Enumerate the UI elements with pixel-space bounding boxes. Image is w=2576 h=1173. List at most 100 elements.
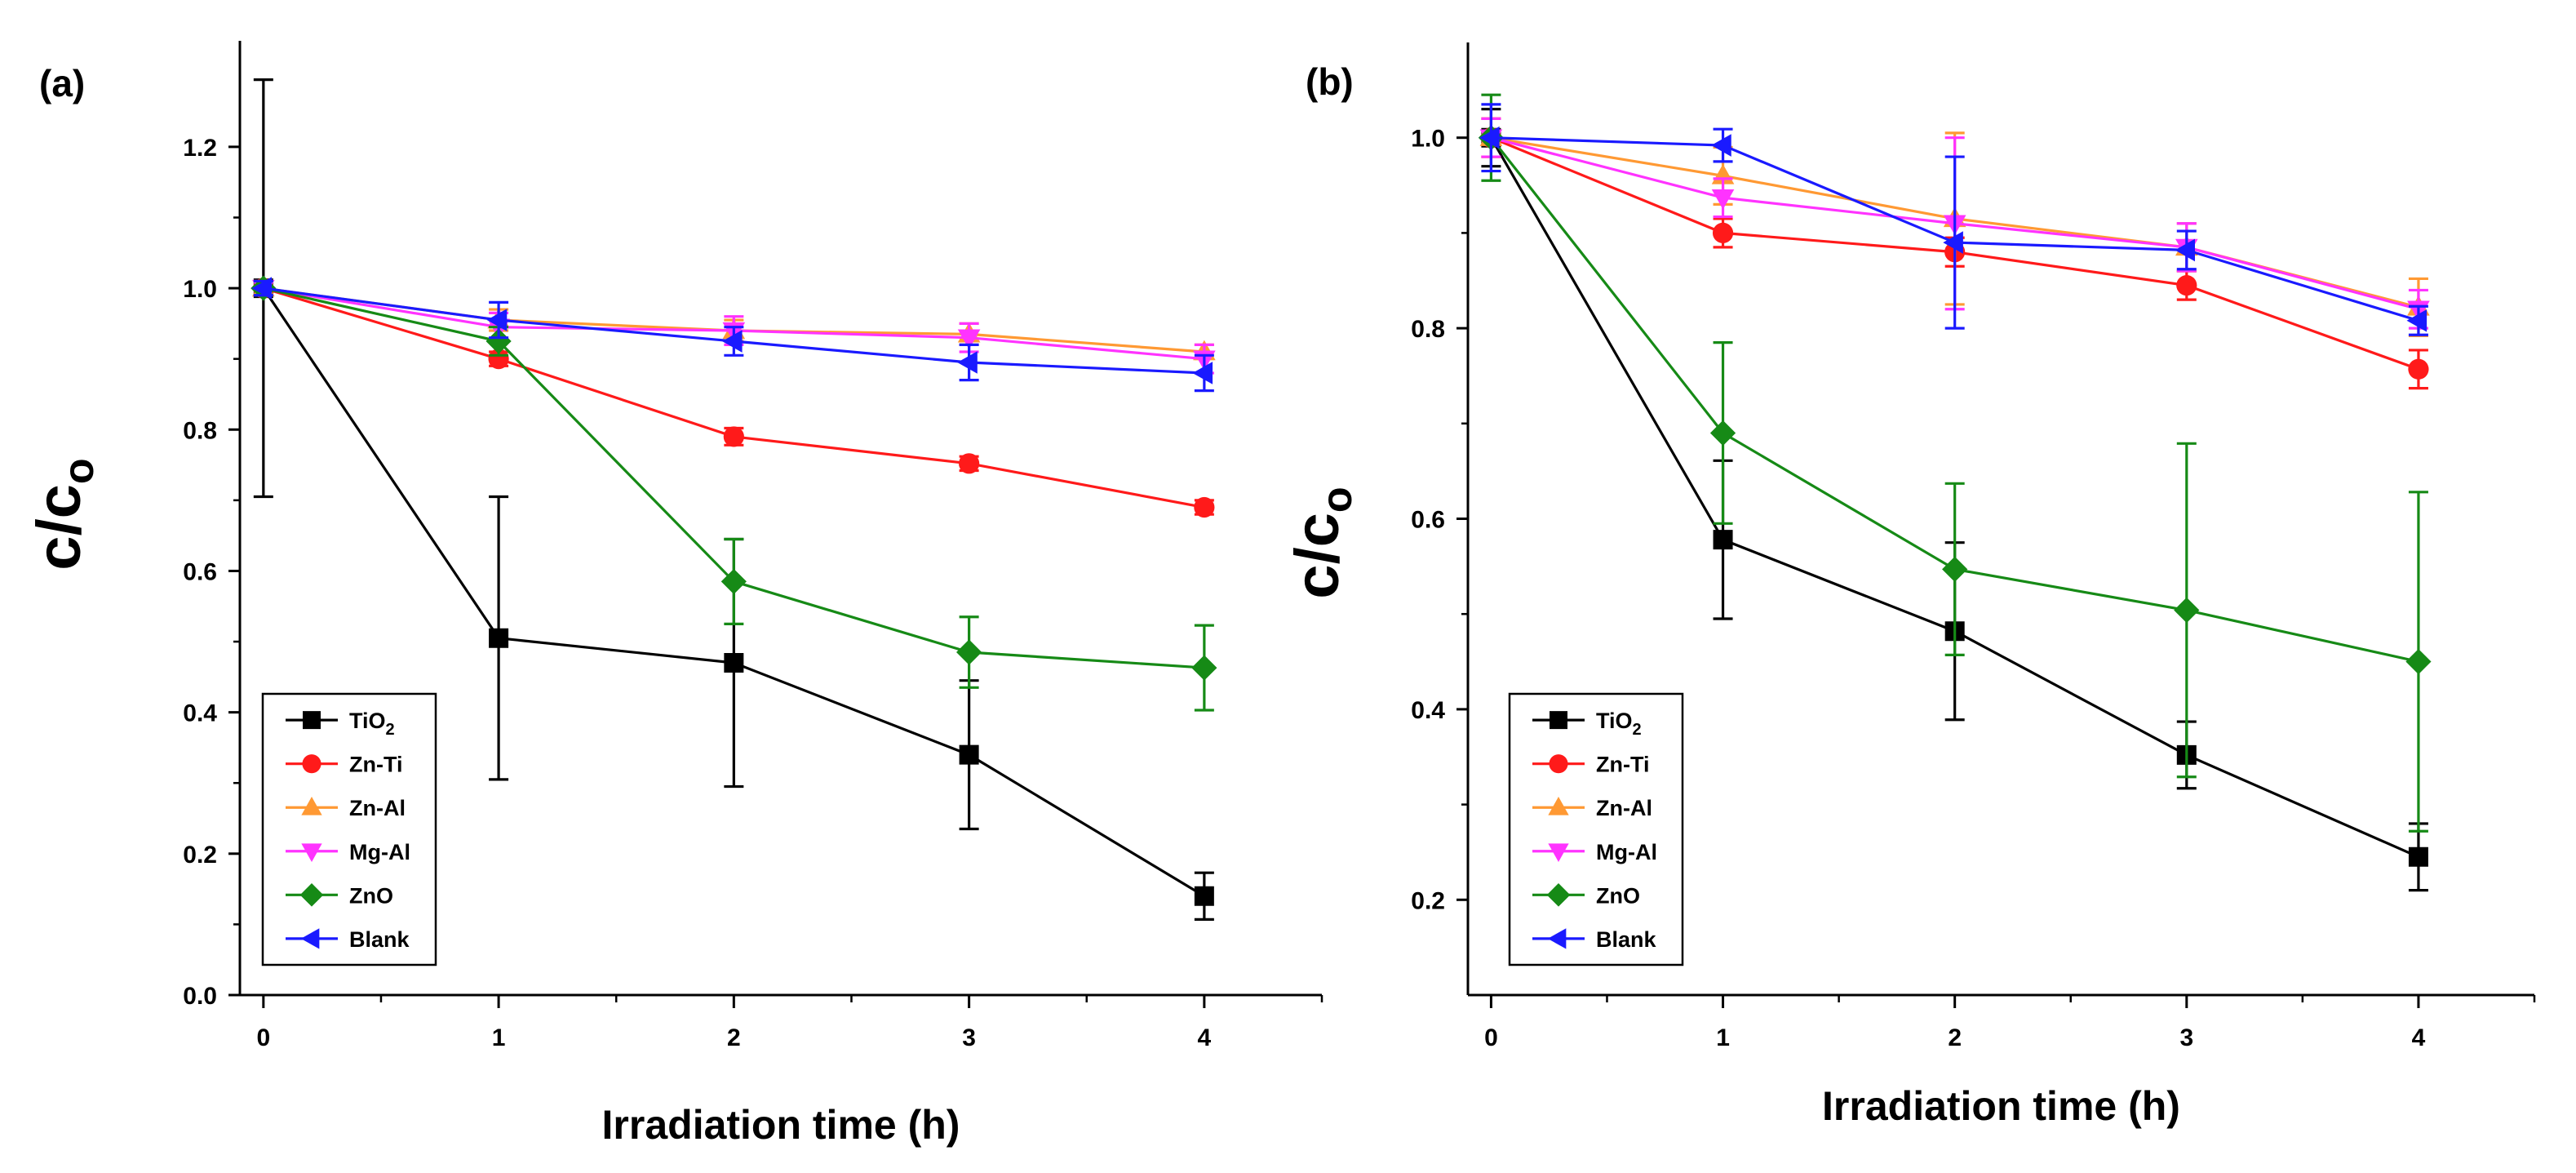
legend-label: Blank: [349, 927, 410, 952]
x-tick-label: 1: [1716, 1024, 1730, 1051]
y-axis-title-subscript: o: [55, 458, 103, 484]
legend-item: Mg-Al: [1532, 840, 1657, 864]
legend-item: ZnO: [286, 883, 393, 908]
data-point: [959, 453, 980, 474]
data-point: [251, 277, 273, 300]
legend-marker: [1548, 797, 1569, 815]
y-tick-label: 0.0: [183, 983, 217, 1010]
data-point: [1711, 134, 1731, 157]
y-tick-label: 1.0: [1411, 126, 1445, 153]
y-tick-label: 1.2: [183, 135, 217, 162]
legend-item: Zn-Al: [286, 796, 406, 820]
legend-label: Mg-Al: [1596, 840, 1657, 864]
data-point: [2175, 238, 2196, 262]
y-tick-label: 0.6: [183, 558, 217, 585]
data-point: [720, 568, 747, 595]
x-axis-title: Irradiation time (h): [1822, 1083, 2180, 1129]
legend-label: Zn-Al: [1596, 796, 1652, 820]
y-tick-label: 0.8: [183, 417, 217, 444]
x-tick-label: 2: [1948, 1024, 1962, 1051]
legend-marker: [299, 883, 324, 907]
legend-label: ZnO: [1596, 883, 1640, 908]
legend-marker: [300, 928, 320, 949]
data-point: [1191, 655, 1217, 681]
data-point: [489, 628, 509, 648]
x-tick-label: 4: [1198, 1024, 1212, 1051]
x-tick-label: 3: [2179, 1024, 2193, 1051]
y-tick-label: 1.0: [183, 276, 217, 303]
legend-marker: [1550, 711, 1567, 730]
legend-marker: [1548, 843, 1569, 862]
legend-item: Blank: [286, 927, 410, 952]
legend-label: Blank: [1596, 927, 1657, 952]
legend-label: Zn-Ti: [1596, 753, 1649, 777]
data-point: [1194, 886, 1214, 906]
data-point: [1709, 420, 1736, 447]
data-point: [2408, 358, 2429, 380]
data-point: [724, 653, 744, 673]
legend-marker: [1546, 883, 1571, 907]
data-point: [956, 639, 982, 665]
data-point: [1479, 126, 1500, 149]
legend-marker: [303, 711, 321, 730]
y-tick-label: 0.4: [183, 700, 217, 727]
legend-box: [1508, 692, 1684, 966]
legend-marker: [301, 843, 322, 862]
y-tick-label: 0.6: [1411, 507, 1445, 534]
panel-label: (a): [39, 62, 85, 104]
data-point: [2405, 648, 2432, 675]
x-tick-label: 1: [492, 1024, 506, 1051]
data-point: [957, 351, 978, 374]
legend-item: Mg-Al: [286, 840, 410, 864]
x-tick-label: 3: [962, 1024, 976, 1051]
data-point: [1711, 189, 1735, 210]
legend-label-subscript: 2: [386, 721, 395, 739]
data-point: [2176, 274, 2197, 296]
data-point: [1942, 556, 1968, 582]
data-point: [1943, 231, 1963, 254]
chart-panel-a: 0.00.20.40.60.81.01.20 1 2 3 4TiO2Zn-TiZn-Al…: [24, 41, 1323, 1148]
y-tick-label: 0.8: [1411, 316, 1445, 343]
series-zn-ti: [253, 278, 1215, 518]
y-tick-label: 0.2: [1411, 887, 1445, 914]
data-point: [959, 744, 979, 765]
legend-marker: [1547, 928, 1567, 949]
legend-item: Zn-Ti: [286, 753, 402, 777]
data-point: [485, 328, 512, 354]
data-point: [2174, 597, 2200, 624]
y-tick-label: 0.2: [183, 842, 217, 869]
legend-label: ZnO: [349, 883, 393, 908]
data-point: [486, 309, 508, 331]
x-tick-label: 0: [1484, 1024, 1498, 1051]
legend-label: Zn-Al: [349, 796, 406, 820]
legend-marker: [301, 797, 322, 815]
panel-label: (b): [1306, 60, 1354, 103]
data-point: [2406, 309, 2427, 332]
legend-label: Zn-Ti: [349, 753, 402, 777]
y-axis-title: c/co: [24, 458, 103, 570]
x-axis-title: Irradiation time (h): [602, 1102, 960, 1148]
y-axis-title: c/co: [1283, 487, 1361, 598]
data-point: [1194, 496, 1215, 518]
data-point: [1713, 530, 1733, 550]
legend-label-subscript: 2: [1633, 721, 1642, 739]
chart-panel-b: 0.20.40.60.81.00 1 2 3 4TiO2Zn-TiZn-AlMg-AlZ…: [1283, 42, 2536, 1129]
legend-box: [261, 692, 437, 966]
legend-item: Blank: [1532, 927, 1657, 952]
legend-marker: [302, 754, 321, 774]
data-point: [488, 349, 509, 370]
data-point: [721, 330, 743, 353]
y-tick-label: 0.4: [1411, 697, 1445, 724]
legend-item: ZnO: [1532, 883, 1640, 908]
data-point: [723, 426, 744, 447]
legend-item: Zn-Ti: [1532, 753, 1649, 777]
legend-item: Zn-Al: [1532, 796, 1652, 820]
data-point: [957, 329, 981, 350]
data-point: [1712, 222, 1734, 243]
x-tick-label: 4: [2412, 1024, 2426, 1051]
legend-marker: [1549, 754, 1568, 774]
x-tick-label: 0: [256, 1024, 270, 1051]
